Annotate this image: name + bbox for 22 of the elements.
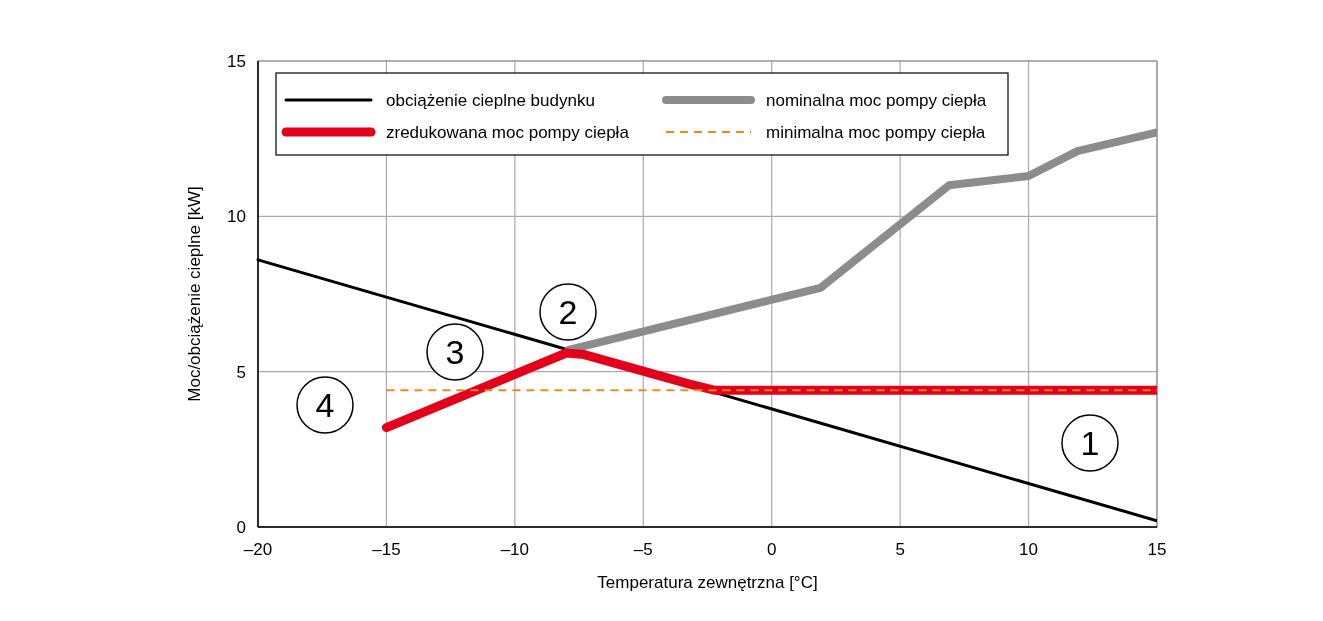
- x-tick-label: –10: [500, 540, 530, 559]
- legend-label: minimalna moc pompy ciepła: [766, 123, 986, 142]
- x-tick-label: –5: [633, 540, 653, 559]
- annotation: 3: [445, 333, 465, 371]
- x-tick-label: –20: [243, 540, 273, 559]
- x-tick-label: 5: [895, 540, 905, 559]
- legend-label: zredukowana moc pompy ciepła: [386, 123, 630, 142]
- y-tick-label: 0: [236, 518, 246, 537]
- y-tick-label: 5: [236, 362, 246, 382]
- annotation: 4: [315, 386, 335, 424]
- y-tick-label: 15: [227, 52, 246, 71]
- y-axis-title: Moc/obciążenie cieplne [kW]: [185, 186, 204, 402]
- annotation: 1: [1080, 424, 1100, 462]
- x-tick-label: 10: [1019, 540, 1039, 559]
- x-tick-label: 0: [766, 540, 777, 559]
- x-tick-label: 15: [1147, 540, 1167, 559]
- x-axis-title: Temperatura zewnętrzna [°C]: [597, 573, 818, 592]
- legend-label: obciążenie cieplne budynku: [386, 91, 595, 110]
- annotation: 2: [558, 293, 578, 331]
- y-tick-label: 10: [227, 207, 246, 227]
- legend-label: nominalna moc pompy ciepła: [766, 91, 987, 110]
- x-tick-label: –15: [372, 540, 401, 559]
